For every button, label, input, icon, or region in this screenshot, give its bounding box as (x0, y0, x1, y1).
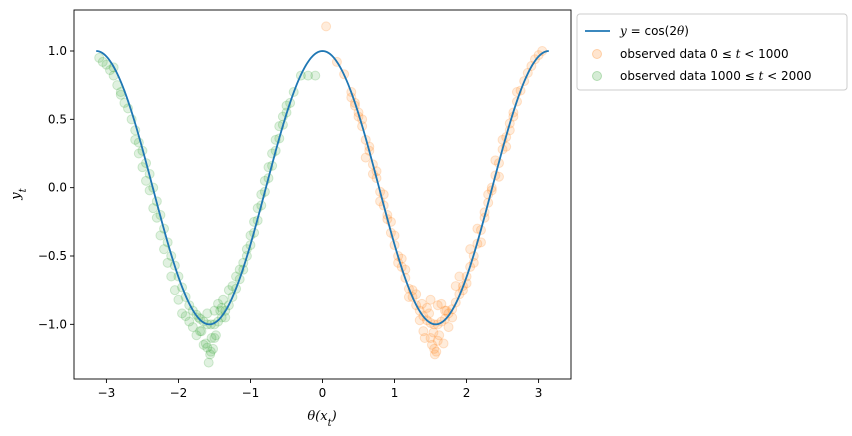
data-point (533, 50, 544, 61)
data-point (209, 333, 220, 343)
data-point (177, 308, 188, 319)
x-axis: −3 −2 −1 0 1 2 3 (98, 379, 543, 400)
legend-entry-orange: observed data 0 ≤ t < 1000 (620, 47, 789, 61)
data-point (187, 322, 198, 333)
y-tick-label: −1.0 (38, 317, 67, 331)
data-point (429, 343, 440, 354)
data-point (428, 327, 439, 338)
data-point (426, 339, 437, 350)
data-point (97, 56, 108, 67)
data-point (425, 294, 436, 305)
legend-orange-marker (592, 49, 602, 59)
data-point (191, 330, 202, 341)
x-tick-label: −3 (98, 386, 116, 400)
data-point (439, 305, 450, 316)
data-point (202, 342, 213, 353)
scatter-series-1 (321, 21, 548, 360)
data-point (205, 346, 216, 357)
data-point (200, 338, 211, 349)
y-tick-label: 1.0 (48, 44, 67, 58)
data-point (159, 244, 170, 255)
data-point (414, 315, 425, 326)
data-point (434, 330, 445, 341)
data-point (205, 349, 216, 360)
data-point (438, 338, 449, 349)
y-tick-label: 0.0 (48, 181, 67, 195)
data-point (360, 152, 371, 163)
data-point (303, 70, 314, 81)
data-point (210, 330, 221, 341)
legend-green-marker (592, 71, 602, 81)
data-point (209, 305, 220, 316)
data-point (213, 298, 224, 309)
data-point (141, 175, 152, 186)
y-tick-label: −0.5 (38, 249, 67, 263)
data-point (166, 271, 177, 282)
data-point (454, 271, 465, 282)
legend-entry-curve: y = cos(2θ) (619, 24, 689, 38)
data-point (465, 244, 476, 255)
x-tick-label: 2 (463, 386, 471, 400)
x-tick-label: 3 (535, 386, 543, 400)
data-point (148, 203, 159, 214)
data-point (450, 281, 461, 292)
y-axis: −1.0 −0.5 0.0 0.5 1.0 (38, 44, 74, 331)
data-point (431, 346, 442, 357)
data-point (155, 230, 166, 241)
data-point (206, 333, 217, 343)
series-line-curve (96, 50, 549, 326)
data-point (184, 316, 195, 327)
y-axis-label: yt (9, 187, 29, 200)
y-tick-label: 0.5 (48, 112, 67, 126)
data-point (424, 308, 435, 319)
legend-box (576, 13, 848, 91)
data-point (429, 349, 440, 360)
data-point (321, 21, 332, 32)
data-point (180, 311, 191, 322)
data-point (162, 257, 173, 268)
data-point (94, 52, 105, 63)
data-point (419, 333, 430, 343)
data-point (432, 300, 443, 311)
x-tick-label: 0 (319, 386, 327, 400)
data-point (169, 285, 180, 296)
data-point (202, 308, 213, 319)
data-point (432, 335, 443, 346)
x-tick-label: 1 (391, 386, 399, 400)
x-tick-label: −1 (242, 386, 260, 400)
x-tick-label: −2 (170, 386, 188, 400)
data-point (198, 339, 209, 350)
data-point (310, 70, 321, 81)
data-point (223, 285, 234, 296)
x-axis-label: θ(xt) (307, 409, 336, 429)
legend-entry-green: observed data 1000 ≤ t < 2000 (620, 69, 812, 83)
data-point (208, 343, 219, 354)
data-point (196, 326, 207, 337)
data-point (416, 298, 427, 309)
data-point (173, 294, 184, 305)
data-point (203, 357, 214, 368)
data-point (421, 302, 432, 313)
data-point (137, 162, 148, 173)
data-point (195, 326, 206, 337)
data-point (418, 326, 429, 337)
data-point (436, 298, 447, 309)
data-point (101, 59, 112, 70)
data-point (425, 333, 436, 343)
legend: y = cos(2θ) observed data 0 ≤ t < 1000 o… (576, 13, 848, 91)
plot-area (94, 21, 549, 368)
data-point (218, 294, 229, 305)
data-point (443, 322, 454, 333)
